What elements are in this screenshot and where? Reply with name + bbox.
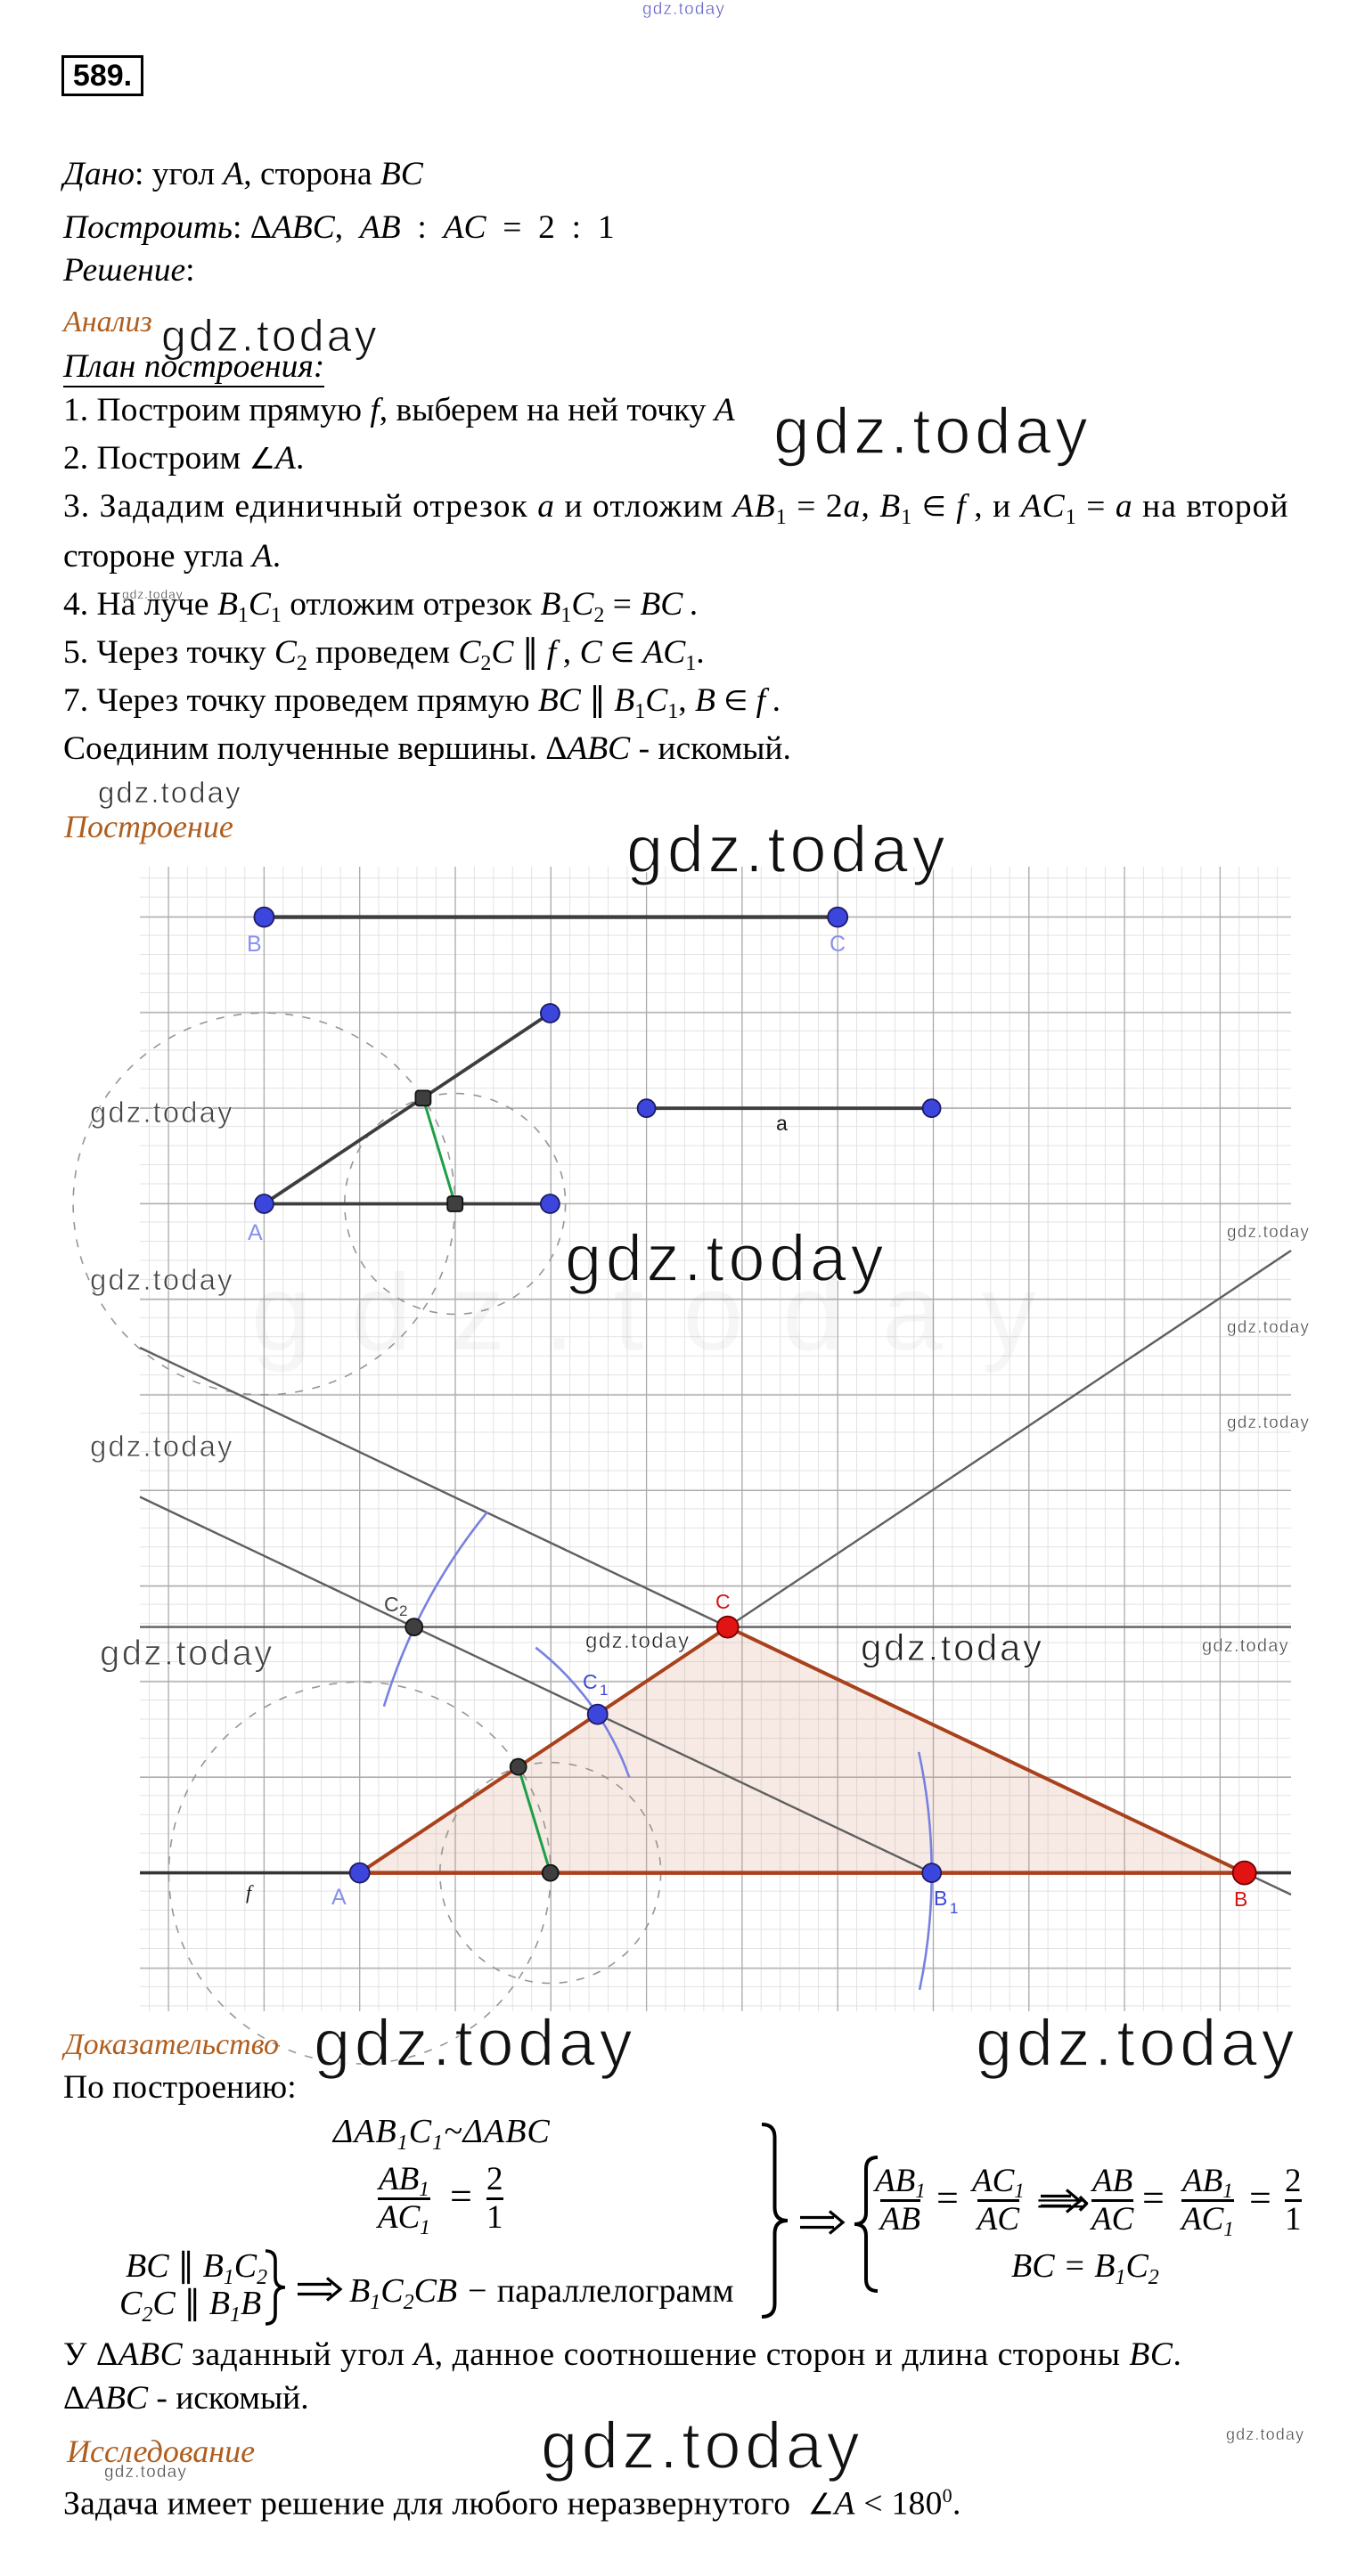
- svg-text:C: C: [384, 1593, 399, 1616]
- svg-text:A: A: [331, 1885, 347, 1910]
- svg-text:B: B: [247, 932, 262, 957]
- svg-text:f: f: [246, 1881, 254, 1903]
- svg-text:1: 1: [950, 1900, 958, 1917]
- svg-text:C: C: [830, 932, 846, 957]
- svg-text:A: A: [248, 1220, 263, 1245]
- svg-text:a: a: [776, 1112, 788, 1135]
- svg-text:B: B: [934, 1887, 947, 1910]
- svg-text:C: C: [583, 1670, 598, 1693]
- svg-text:2: 2: [399, 1602, 407, 1619]
- svg-text:B: B: [1234, 1887, 1247, 1911]
- svg-text:C: C: [715, 1590, 731, 1613]
- svg-text:1: 1: [600, 1682, 608, 1699]
